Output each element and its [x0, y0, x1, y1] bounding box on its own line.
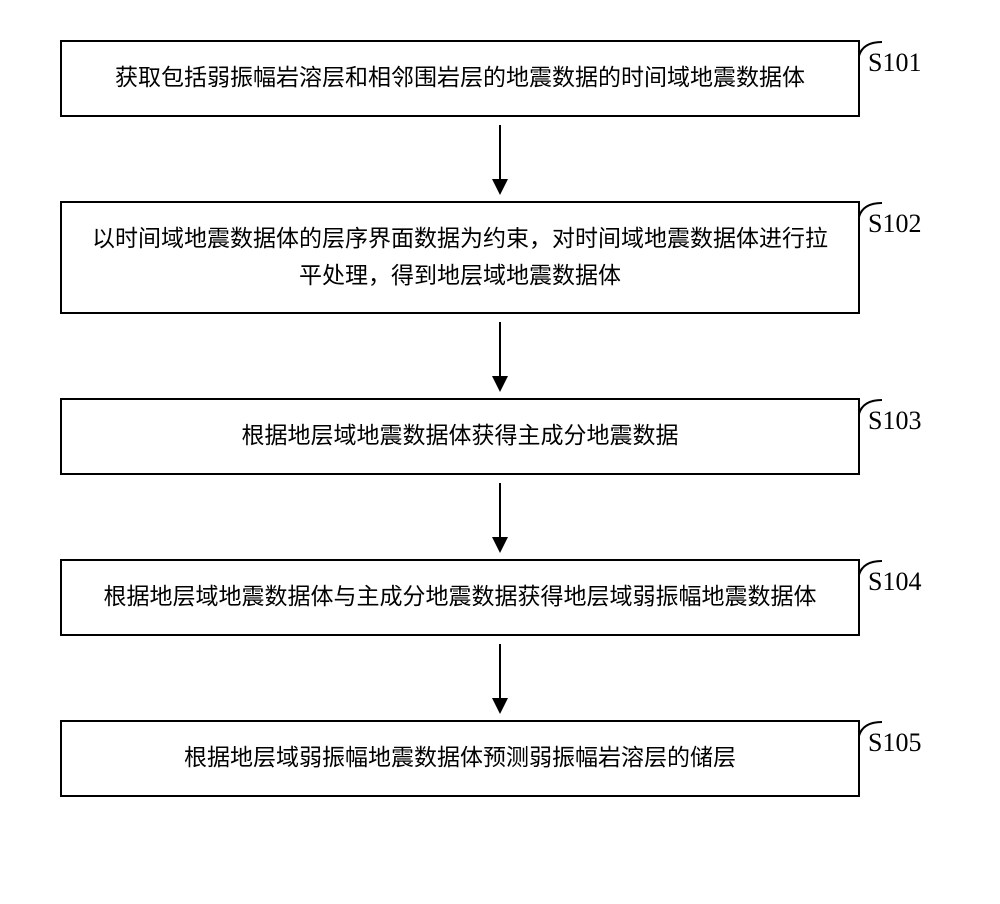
step-text-1: 获取包括弱振幅岩溶层和相邻围岩层的地震数据的时间域地震数据体	[115, 60, 805, 97]
step-row-3: 根据地层域地震数据体获得主成分地震数据 S103	[60, 398, 940, 475]
step-box-2: 以时间域地震数据体的层序界面数据为约束，对时间域地震数据体进行拉平处理，得到地层…	[60, 201, 860, 315]
arrow-head-icon	[492, 376, 508, 392]
step-row-4: 根据地层域地震数据体与主成分地震数据获得地层域弱振幅地震数据体 S104	[60, 559, 940, 636]
step-row-2: 以时间域地震数据体的层序界面数据为约束，对时间域地震数据体进行拉平处理，得到地层…	[60, 201, 940, 315]
step-label-2: S102	[868, 209, 921, 239]
step-box-1: 获取包括弱振幅岩溶层和相邻围岩层的地震数据的时间域地震数据体	[60, 40, 860, 117]
step-text-5: 根据地层域弱振幅地震数据体预测弱振幅岩溶层的储层	[184, 740, 736, 777]
connector-3: S103	[860, 398, 940, 428]
connector-2: S102	[860, 201, 940, 231]
arrow-4	[100, 636, 900, 720]
step-text-3: 根据地层域地震数据体获得主成分地震数据	[242, 418, 679, 455]
arrow-3	[100, 475, 900, 559]
arrow-head-icon	[492, 698, 508, 714]
step-label-5: S105	[868, 728, 921, 758]
step-row-1: 获取包括弱振幅岩溶层和相邻围岩层的地震数据的时间域地震数据体 S101	[60, 40, 940, 117]
step-label-4: S104	[868, 567, 921, 597]
flowchart-container: 获取包括弱振幅岩溶层和相邻围岩层的地震数据的时间域地震数据体 S101 以时间域…	[60, 40, 940, 797]
arrow-head-icon	[492, 179, 508, 195]
step-row-5: 根据地层域弱振幅地震数据体预测弱振幅岩溶层的储层 S105	[60, 720, 940, 797]
arrow-head-icon	[492, 537, 508, 553]
step-label-1: S101	[868, 48, 921, 78]
step-box-4: 根据地层域地震数据体与主成分地震数据获得地层域弱振幅地震数据体	[60, 559, 860, 636]
step-text-4: 根据地层域地震数据体与主成分地震数据获得地层域弱振幅地震数据体	[104, 579, 817, 616]
connector-4: S104	[860, 559, 940, 589]
arrow-1	[100, 117, 900, 201]
step-label-3: S103	[868, 406, 921, 436]
step-box-3: 根据地层域地震数据体获得主成分地震数据	[60, 398, 860, 475]
connector-1: S101	[860, 40, 940, 70]
connector-5: S105	[860, 720, 940, 750]
step-text-2: 以时间域地震数据体的层序界面数据为约束，对时间域地震数据体进行拉平处理，得到地层…	[82, 221, 838, 295]
arrow-2	[100, 314, 900, 398]
step-box-5: 根据地层域弱振幅地震数据体预测弱振幅岩溶层的储层	[60, 720, 860, 797]
